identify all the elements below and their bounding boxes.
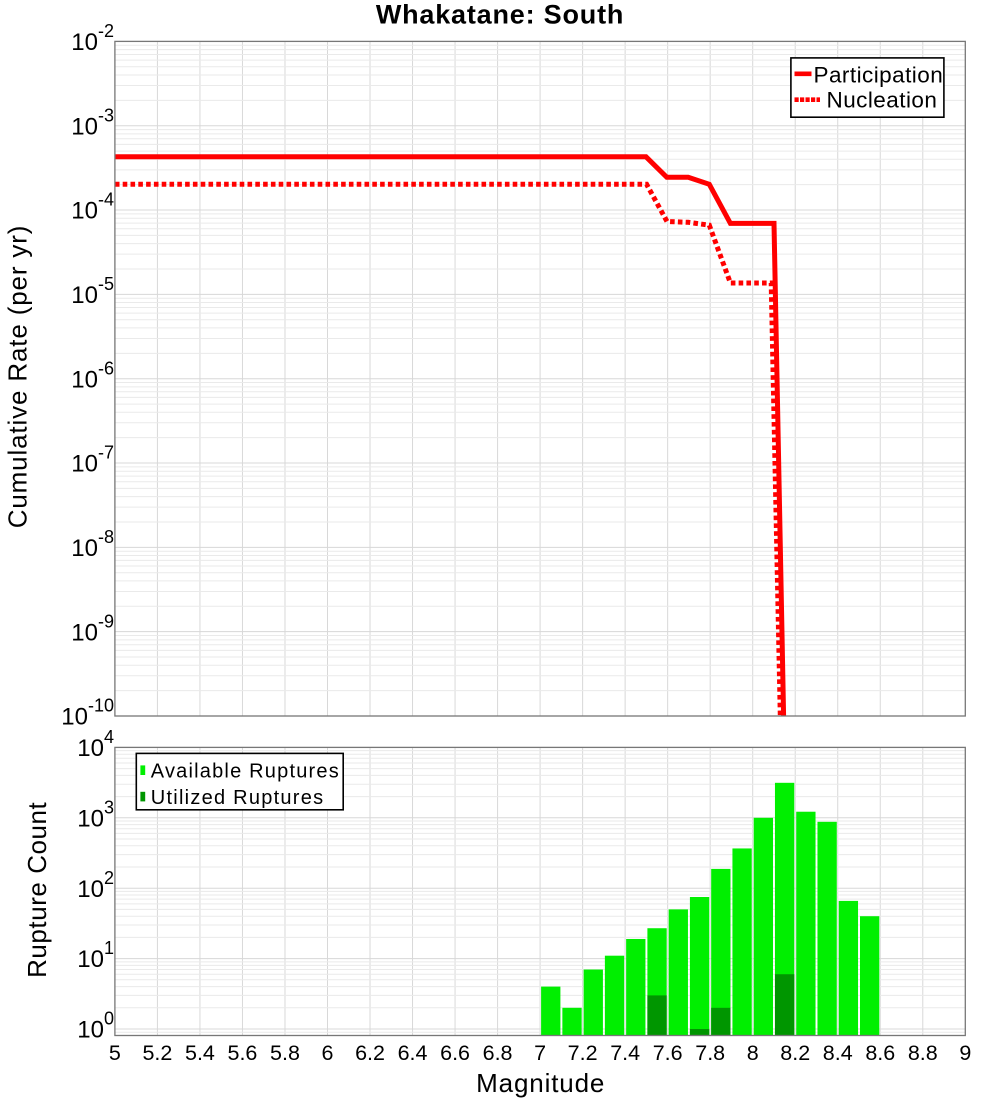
svg-text:7.8: 7.8 xyxy=(695,1041,725,1065)
svg-text:Available Ruptures: Available Ruptures xyxy=(151,760,340,782)
svg-text:7.6: 7.6 xyxy=(653,1041,683,1065)
svg-text:7: 7 xyxy=(534,1041,546,1065)
svg-text:6: 6 xyxy=(322,1041,334,1065)
svg-text:7.2: 7.2 xyxy=(568,1041,598,1065)
svg-text:Rupture Count: Rupture Count xyxy=(22,801,52,977)
svg-text:8.8: 8.8 xyxy=(908,1041,938,1065)
svg-text:9: 9 xyxy=(959,1041,971,1065)
svg-text:Utilized Ruptures: Utilized Ruptures xyxy=(151,787,325,809)
svg-text:8.4: 8.4 xyxy=(823,1041,853,1065)
svg-text:Cumulative Rate (per yr): Cumulative Rate (per yr) xyxy=(3,225,33,529)
svg-text:6.4: 6.4 xyxy=(398,1041,428,1065)
svg-text:8.2: 8.2 xyxy=(780,1041,810,1065)
svg-text:5.6: 5.6 xyxy=(228,1041,258,1065)
svg-text:6.6: 6.6 xyxy=(440,1041,470,1065)
svg-text:5.8: 5.8 xyxy=(270,1041,300,1065)
svg-text:Participation: Participation xyxy=(814,62,944,87)
svg-text:5.4: 5.4 xyxy=(185,1041,215,1065)
svg-text:5.2: 5.2 xyxy=(142,1041,172,1065)
svg-text:Whakatane: South: Whakatane: South xyxy=(376,0,624,30)
svg-text:5: 5 xyxy=(109,1041,121,1065)
svg-text:Magnitude: Magnitude xyxy=(476,1068,605,1098)
svg-text:7.4: 7.4 xyxy=(610,1041,640,1065)
svg-text:8: 8 xyxy=(747,1041,759,1065)
svg-text:8.6: 8.6 xyxy=(865,1041,895,1065)
svg-text:6.2: 6.2 xyxy=(355,1041,385,1065)
svg-text:6.8: 6.8 xyxy=(483,1041,513,1065)
svg-text:Nucleation: Nucleation xyxy=(827,88,938,113)
